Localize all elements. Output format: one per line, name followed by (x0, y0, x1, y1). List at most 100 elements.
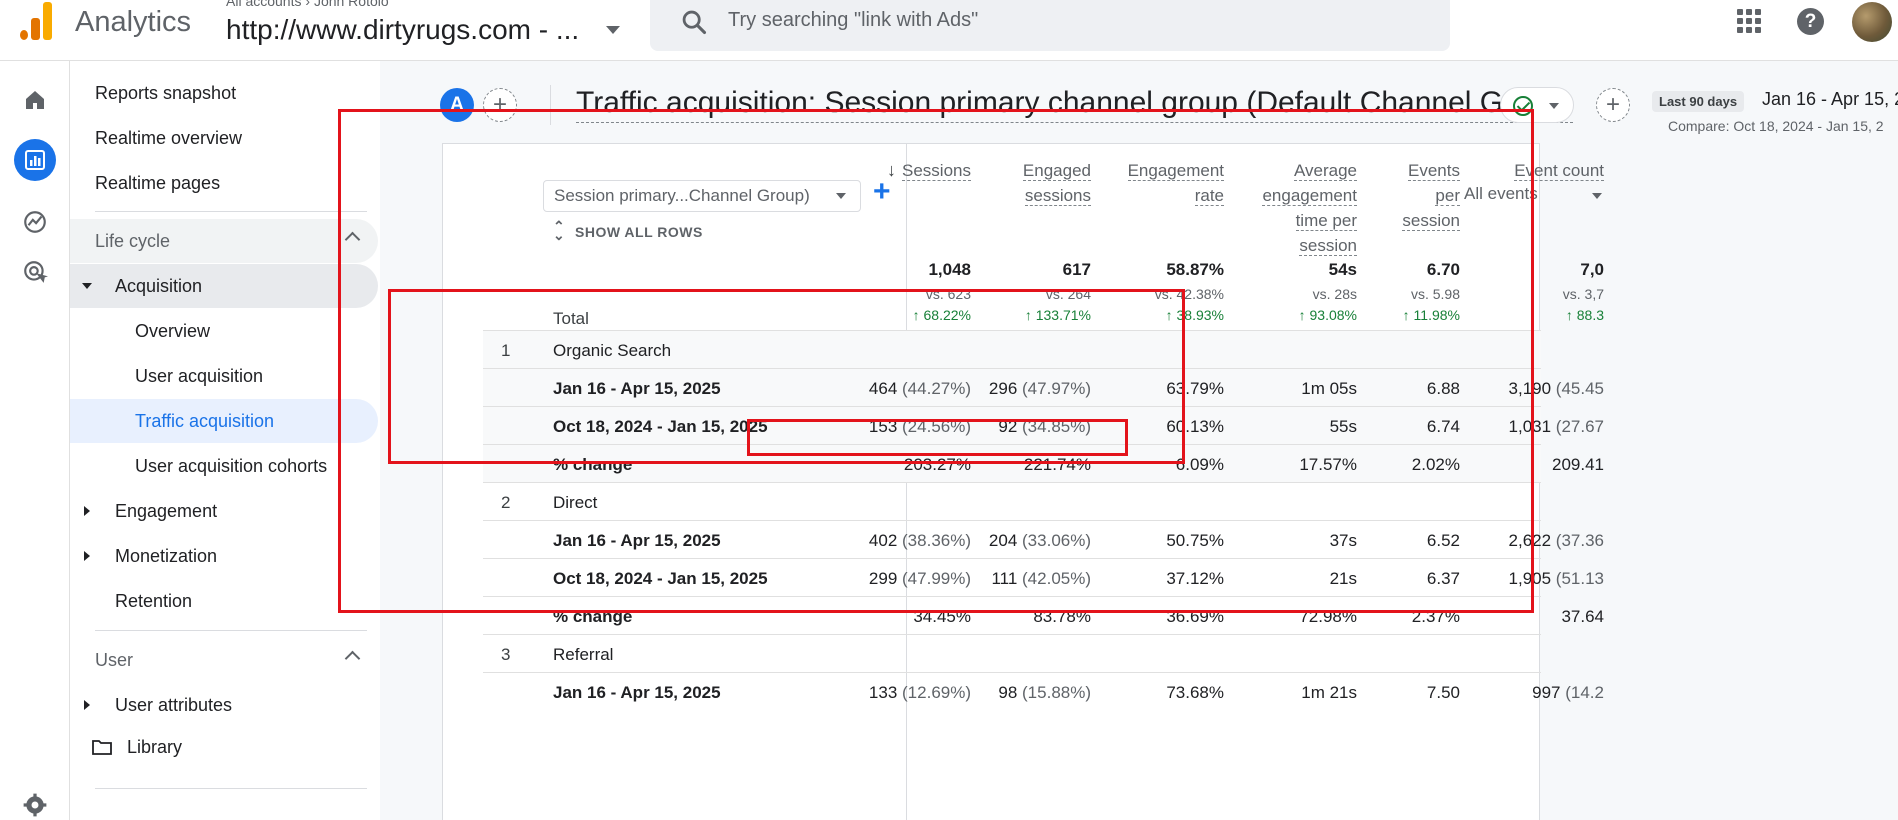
table-row[interactable]: Oct 18, 2024 - Jan 15, 2025 299 (47.99%) 1… (483, 558, 1604, 596)
nav-overview[interactable]: Overview (70, 309, 378, 353)
nav-divider (95, 630, 367, 631)
metric-cell: 60.13% (1024, 417, 1224, 437)
nav-user-acquisition-cohorts[interactable]: User acquisition cohorts (70, 444, 378, 488)
account-breadcrumb[interactable]: All accounts › John Rotolo (226, 0, 389, 9)
compare-range[interactable]: Compare: Oct 18, 2024 - Jan 15, 2 (1668, 118, 1884, 134)
metric-value: 7.50 (1426, 683, 1460, 702)
total-change: ↑ 38.93% (1165, 307, 1224, 323)
property-dropdown-icon[interactable] (606, 26, 620, 34)
nav-section-user[interactable]: User (70, 638, 378, 682)
nav-acquisition[interactable]: Acquisition (70, 264, 378, 308)
nav-label: User attributes (115, 694, 233, 715)
metric-value: 6.37 (1426, 569, 1460, 588)
nav-realtime-overview[interactable]: Realtime overview (70, 116, 378, 160)
caret-down-icon[interactable] (1592, 193, 1602, 199)
folder-icon (92, 740, 112, 755)
total-change: ↑ 11.98% (1402, 307, 1460, 323)
nav-section-life-cycle[interactable]: Life cycle (70, 219, 378, 263)
metric-cell: 73.68% (1024, 683, 1224, 703)
apps-grid-icon[interactable] (1737, 9, 1761, 33)
top-bar: Analytics All accounts › John Rotolo htt… (0, 0, 1898, 61)
help-icon[interactable]: ? (1797, 8, 1824, 35)
nav-traffic-acquisition[interactable]: Traffic acquisition (70, 399, 378, 443)
analytics-logo[interactable] (20, 2, 52, 40)
nav-engagement[interactable]: Engagement (70, 489, 378, 533)
metric-cell: 6.88 (1260, 379, 1460, 399)
add-comparison-button[interactable]: + (483, 88, 517, 122)
row-label: Organic Search (553, 341, 672, 360)
metric-cell: 55s (1157, 417, 1357, 437)
nav-retention[interactable]: Retention (70, 579, 378, 623)
nav-library[interactable]: Library (70, 725, 378, 769)
metric-value: 37.12% (1166, 569, 1224, 588)
table-row[interactable]: Jan 16 - Apr 15, 2025 464 (44.27%) 296 (47… (483, 368, 1604, 406)
search-placeholder[interactable]: Try searching "link with Ads" (728, 9, 979, 31)
column-header-avg-engagement-time[interactable]: Average engagement time per session (1157, 158, 1357, 258)
table-row[interactable]: Jan 16 - Apr 15, 2025 402 (38.36%) 204 (33… (483, 520, 1604, 558)
date-range[interactable]: Jan 16 - Apr 15, 2 (1762, 89, 1898, 109)
column-header-text: Sessions (902, 161, 971, 181)
annotation-organic-box (388, 289, 1185, 464)
report-status-dropdown[interactable] (1500, 87, 1574, 123)
nav-label: Traffic acquisition (135, 410, 275, 431)
nav-reports-snapshot[interactable]: Reports snapshot (70, 71, 378, 115)
nav-monetization[interactable]: Monetization (70, 534, 378, 578)
channel-group-row[interactable]: 3 Referral (483, 634, 1541, 672)
table-row[interactable]: Oct 18, 2024 - Jan 15, 2025 153 (24.56%) 9… (483, 406, 1604, 444)
column-header-events-per-session[interactable]: Events per session (1260, 158, 1460, 233)
reports-icon[interactable] (14, 139, 56, 181)
total-value: 54s (1328, 260, 1357, 279)
channel-group-row[interactable]: 1 Organic Search (483, 330, 1541, 368)
row-label: Jan 16 - Apr 15, 2025 (553, 531, 721, 550)
row-label: Jan 16 - Apr 15, 2025 (553, 683, 721, 702)
column-header-engagement-rate[interactable]: Engagement rate (1024, 158, 1224, 208)
advertising-icon[interactable] (14, 251, 56, 293)
metric-value: 50.75% (1166, 531, 1224, 550)
explore-icon[interactable] (14, 201, 56, 243)
column-header-text: per (1435, 186, 1460, 206)
metric-share: (27.67 (1551, 417, 1604, 436)
column-header-engaged-sessions[interactable]: Engaged sessions (891, 158, 1091, 208)
add-dimension-button[interactable]: + (873, 175, 891, 208)
column-header-text: session (1299, 236, 1357, 256)
breadcrumb-accounts[interactable]: All accounts (226, 0, 302, 9)
nav-label: Engagement (115, 500, 218, 521)
metric-value: 1,905 (1508, 569, 1552, 588)
metric-cell: 203.27% (771, 455, 971, 475)
nav-section-label: User (95, 649, 134, 670)
metric-value: 60.13% (1166, 417, 1224, 436)
header-divider (550, 85, 551, 125)
metric-share: (44.27%) (897, 379, 971, 398)
account-avatar[interactable] (1852, 2, 1892, 42)
breadcrumb-user[interactable]: John Rotolo (313, 0, 389, 9)
home-icon[interactable] (14, 79, 56, 121)
nav-label: Retention (115, 590, 193, 611)
metric-cell: 37.12% (1024, 569, 1224, 589)
nav-realtime-pages[interactable]: Realtime pages (70, 161, 378, 205)
settings-icon[interactable] (14, 784, 56, 820)
column-header-sessions[interactable]: ↓ Sessions (771, 158, 971, 183)
property-selector[interactable]: http://www.dirtyrugs.com - ... (226, 14, 580, 45)
nav-section-label: Life cycle (95, 230, 171, 251)
column-header-text: engagement (1262, 186, 1357, 206)
add-filter-button[interactable]: + (1596, 88, 1630, 122)
metric-cell: 204 (33.06%) (891, 531, 1091, 551)
date-preset-badge[interactable]: Last 90 days (1652, 91, 1745, 112)
channel-group-row[interactable]: 2 Direct (483, 482, 1541, 520)
table-row[interactable]: Jan 16 - Apr 15, 2025 133 (12.69%) 98 (15.… (483, 672, 1604, 710)
metric-cell: 37s (1157, 531, 1357, 551)
metric-value: 133 (868, 683, 898, 702)
total-compare-value: vs. 28s (1312, 286, 1357, 302)
search-bar[interactable]: Try searching "link with Ads" (650, 0, 1450, 51)
show-all-rows-button[interactable]: ⌃ ⌄ SHOW ALL ROWS (553, 219, 703, 242)
event-name-selector[interactable]: All events (1464, 184, 1538, 203)
nav-user-acquisition[interactable]: User acquisition (70, 354, 378, 398)
nav-divider (95, 211, 367, 212)
metric-value: 37.64 (1561, 607, 1604, 626)
metric-value: 221.74% (1023, 455, 1091, 474)
metric-value: 296 (988, 379, 1018, 398)
column-header-event-count[interactable]: Event count (1404, 158, 1604, 183)
nav-user-attributes[interactable]: User attributes (70, 683, 378, 727)
metric-value: 402 (868, 531, 898, 550)
dimension-selector[interactable]: Session primary...Channel Group) (543, 180, 861, 212)
